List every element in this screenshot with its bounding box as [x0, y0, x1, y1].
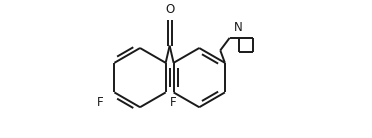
Text: F: F — [170, 96, 176, 109]
Text: O: O — [165, 3, 174, 16]
Text: N: N — [234, 22, 243, 34]
Text: F: F — [97, 96, 103, 109]
